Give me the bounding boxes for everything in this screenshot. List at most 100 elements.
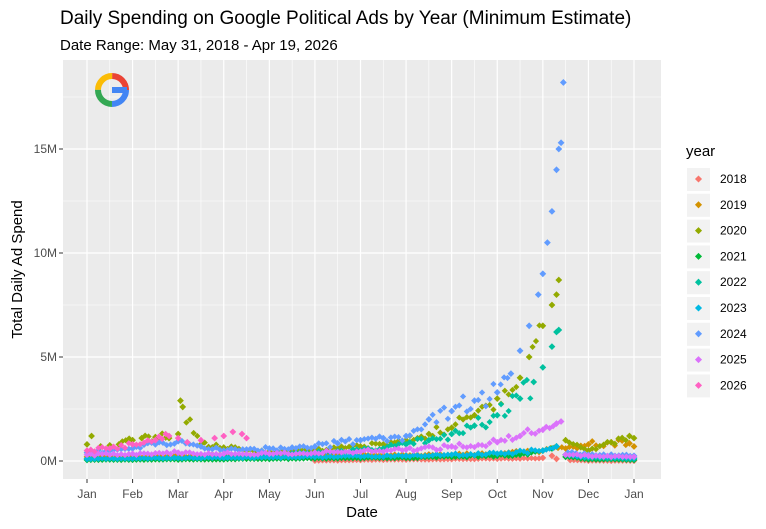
data-point	[379, 434, 387, 442]
data-point	[368, 448, 376, 455]
data-point	[345, 435, 353, 443]
data-point	[140, 454, 148, 462]
data-point	[326, 448, 334, 455]
data-point	[296, 454, 303, 461]
data-point	[174, 430, 182, 438]
data-point	[228, 450, 235, 458]
y-axis-title: Total Daily Ad Spend	[9, 200, 26, 338]
data-point	[174, 454, 182, 462]
legend-label-2024: 2024	[720, 327, 747, 341]
data-point	[622, 437, 629, 444]
data-point	[425, 416, 433, 423]
x-axis-title: Date	[346, 504, 378, 521]
data-point	[372, 448, 379, 455]
x-tick-label: Mar	[168, 487, 189, 501]
data-point	[548, 208, 556, 215]
data-point	[304, 444, 311, 451]
data-point	[507, 370, 515, 378]
legend-label-2025: 2025	[720, 353, 747, 367]
legend-key-2018	[694, 175, 703, 183]
google-logo	[95, 73, 129, 107]
data-point	[493, 388, 501, 396]
data-point	[486, 449, 493, 456]
legend-key-2020	[694, 227, 703, 235]
x-tick-label: Sep	[441, 487, 463, 501]
data-point	[527, 395, 534, 402]
data-point	[478, 421, 486, 428]
data-point	[342, 448, 349, 455]
data-point	[570, 441, 577, 448]
data-point	[361, 435, 368, 443]
y-tick-label: 0M	[40, 454, 57, 468]
x-tick-label: Nov	[532, 487, 553, 501]
data-point	[532, 455, 539, 462]
data-point	[345, 452, 353, 459]
data-point	[444, 436, 451, 443]
data-point	[376, 453, 383, 460]
data-point	[459, 443, 467, 450]
legend-label-2026: 2026	[720, 378, 747, 392]
data-point	[440, 451, 448, 459]
legend-key-2025	[694, 356, 703, 364]
x-tick-label: Jan	[624, 487, 643, 501]
data-point	[262, 454, 269, 461]
data-point	[304, 450, 311, 458]
data-point	[475, 407, 482, 414]
data-point	[467, 405, 474, 413]
data-point	[525, 353, 533, 361]
data-point	[194, 455, 201, 462]
data-point	[524, 426, 531, 433]
data-point	[421, 443, 429, 451]
data-point	[372, 453, 379, 460]
data-points	[83, 79, 638, 465]
data-point	[289, 451, 296, 458]
data-point	[296, 450, 303, 457]
legend-key-2021	[694, 252, 703, 260]
legend-key-2023	[694, 304, 703, 312]
axes: 0M 5M 10M 15M Jan Feb Mar Apr May Jun Jul Aug Sep Oct…	[9, 142, 644, 521]
legend-label-2023: 2023	[720, 301, 747, 315]
data-point	[437, 446, 444, 453]
data-point	[463, 408, 470, 415]
data-point	[478, 389, 486, 396]
series-2026	[83, 428, 250, 455]
legend-key-2022	[694, 278, 703, 286]
data-point	[505, 407, 512, 415]
data-point	[372, 440, 379, 447]
data-point	[557, 139, 565, 147]
data-point	[433, 435, 440, 443]
data-point	[383, 438, 391, 445]
data-point	[391, 445, 398, 453]
data-point	[399, 437, 406, 444]
data-point	[315, 450, 322, 457]
chart-title: Daily Spending on Google Political Ads b…	[60, 8, 632, 29]
data-point	[437, 407, 444, 414]
data-point	[475, 414, 482, 421]
x-tick-label: Apr	[214, 487, 233, 501]
data-point	[361, 453, 368, 460]
data-point	[566, 443, 573, 450]
data-point	[456, 452, 463, 459]
data-point	[209, 454, 216, 462]
data-point	[493, 411, 501, 419]
data-point	[243, 450, 250, 458]
data-point	[414, 426, 421, 433]
data-point	[429, 444, 436, 451]
data-point	[523, 376, 530, 384]
data-point	[539, 270, 547, 278]
data-point	[285, 454, 292, 461]
data-point	[129, 440, 136, 448]
data-point	[387, 453, 395, 460]
data-point	[555, 326, 563, 334]
data-point	[433, 419, 440, 426]
data-point	[448, 430, 456, 438]
data-point	[501, 437, 508, 444]
data-point	[243, 434, 250, 442]
data-point	[525, 322, 533, 330]
data-point	[490, 406, 497, 413]
data-point	[311, 443, 319, 450]
data-point	[555, 276, 563, 284]
data-point	[220, 432, 228, 440]
chart-subtitle: Date Range: May 31, 2018 - Apr 19, 2026	[60, 37, 338, 54]
legend-key-2019	[694, 201, 703, 209]
